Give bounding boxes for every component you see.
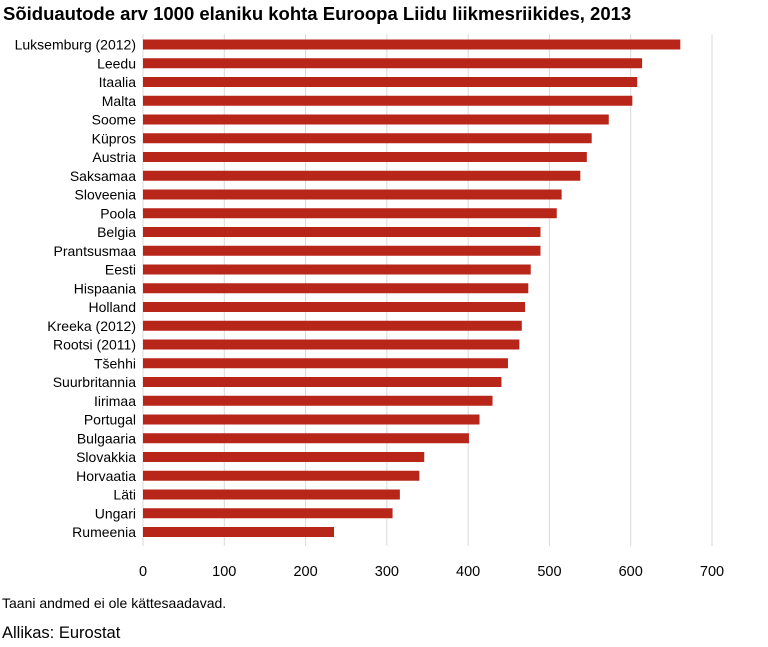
bar [143,189,562,200]
bar-chart: Luksemburg (2012) Leedu Itaalia Malta Soome K… [15,34,724,580]
category-label: Küpros [92,130,136,146]
bar [143,395,493,406]
category-label: Belgia [97,224,136,240]
chart-title: Sõiduautode arv 1000 elaniku kohta Euroo… [3,3,632,24]
category-label: Holland [89,299,136,315]
bar [143,414,480,425]
bars [143,39,681,537]
bar [143,320,522,331]
bar [143,452,425,462]
category-label: Tšehhi [94,355,136,371]
category-label: Horvaatia [76,468,136,484]
bar [143,77,638,87]
bar [143,114,609,125]
bar [143,470,420,481]
category-label: Soome [92,112,137,128]
x-tick-label: 400 [456,564,480,580]
bar [143,264,531,275]
category-label: Kreeka (2012) [47,318,136,334]
category-label: Itaalia [99,74,137,90]
x-tick-label: 600 [619,564,643,580]
category-label: Slovakkia [76,449,136,465]
category-labels: Luksemburg (2012) Leedu Itaalia Malta Soome K… [15,37,137,541]
x-tick-label: 200 [293,564,317,580]
category-label: Saksamaa [70,168,136,184]
category-label: Iirimaa [94,393,136,409]
bar [143,377,502,387]
category-label: Luksemburg (2012) [15,37,136,53]
category-label: Suurbritannia [53,374,136,390]
bar [143,39,681,50]
category-label: Leedu [97,55,136,71]
category-label: Portugal [84,412,136,428]
category-label: Austria [92,149,136,165]
bar [143,489,400,500]
category-label: Malta [102,93,136,109]
category-label: Poola [100,205,136,221]
category-label: Rootsi (2011) [53,337,136,353]
footnote: Taani andmed ei ole kättesaadavad. [2,595,227,611]
bar [143,358,508,369]
bar [143,527,335,537]
category-label: Eesti [105,262,136,278]
x-tick-label: 100 [212,564,236,580]
bar [143,433,469,444]
category-label: Ungari [95,505,136,521]
x-tick-label: 700 [700,564,724,580]
x-tick-label: 0 [139,564,147,580]
bar [143,152,587,162]
category-label: Bulgaaria [77,430,136,446]
bar [143,283,529,294]
bar [143,227,541,237]
bar [143,170,581,181]
category-label: Hispaania [74,280,136,296]
bar [143,133,592,144]
category-label: Sloveenia [75,187,137,203]
bar [143,302,526,312]
category-label: Läti [113,487,136,503]
bar [143,208,557,219]
bar [143,95,633,106]
category-label: Rumeenia [72,524,136,540]
bar [143,508,393,519]
bar [143,339,520,350]
category-label: Prantsusmaa [54,243,137,259]
tick-labels: 0 100 200 300 400 500 600 700 [139,564,724,580]
x-tick-label: 300 [375,564,399,580]
bar [143,58,643,69]
source-note: Allikas: Eurostat [2,624,121,642]
bar [143,245,541,256]
x-tick-label: 500 [537,564,561,580]
